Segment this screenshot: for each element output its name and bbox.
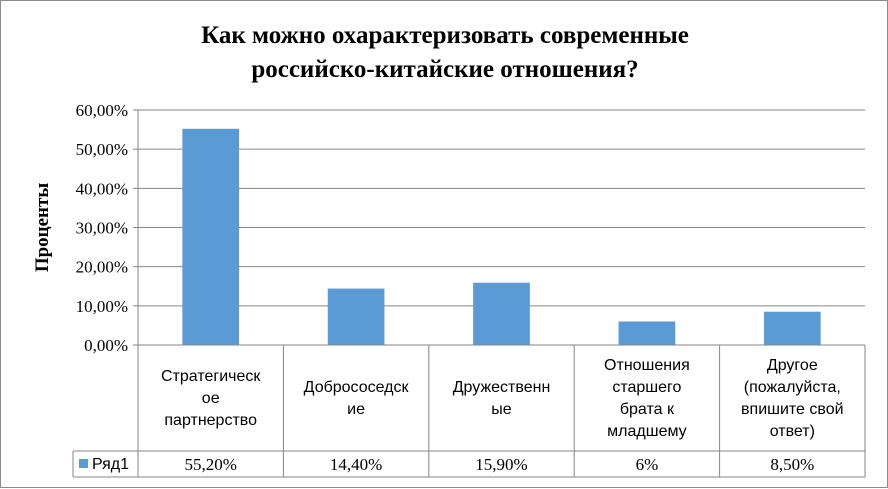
data-table-value: 8,50% — [770, 455, 814, 474]
y-tick-label: 30,00% — [76, 219, 128, 238]
bar-4 — [618, 321, 676, 345]
category-label: Добрососедск — [304, 379, 410, 396]
category-label: партнерство — [164, 412, 257, 429]
data-table-value: 14,40% — [330, 455, 382, 474]
category-label: Другое — [767, 357, 818, 374]
y-tick-label: 0,00% — [84, 336, 128, 355]
y-tick-label: 10,00% — [76, 297, 128, 316]
category-label: Дружественн — [453, 379, 551, 396]
category-label: старшего — [612, 379, 681, 396]
category-label: Стратегическ — [161, 368, 261, 385]
category-label: ответ) — [770, 423, 815, 440]
bar-5 — [763, 311, 821, 345]
category-label: брата к — [620, 401, 675, 418]
category-label: младшему — [607, 423, 686, 440]
category-label: ие — [347, 401, 365, 418]
legend-series-name: Ряд1 — [92, 456, 129, 473]
category-label: впишите свой — [741, 401, 844, 418]
bar-2 — [327, 288, 385, 345]
category-label: (пожалуйста, — [744, 379, 841, 396]
legend-swatch — [79, 459, 88, 468]
category-label: Отношения — [604, 357, 690, 374]
y-tick-label: 40,00% — [76, 179, 128, 198]
bar-1 — [182, 128, 240, 345]
y-tick-label: 60,00% — [76, 101, 128, 120]
data-table-value: 15,90% — [475, 455, 527, 474]
chart-title-line-1: Как можно охарактеризовать современные — [201, 22, 689, 49]
data-table-value: 55,20% — [184, 455, 236, 474]
y-tick-label: 20,00% — [76, 258, 128, 277]
chart-title-line-2: российско-китайские отношения? — [251, 56, 638, 83]
y-axis-label: Проценты — [32, 183, 53, 273]
bar-3 — [473, 282, 530, 345]
category-label: ое — [202, 390, 220, 407]
y-tick-label: 50,00% — [76, 140, 128, 159]
data-table-value: 6% — [636, 455, 659, 474]
category-label: ые — [491, 401, 512, 418]
